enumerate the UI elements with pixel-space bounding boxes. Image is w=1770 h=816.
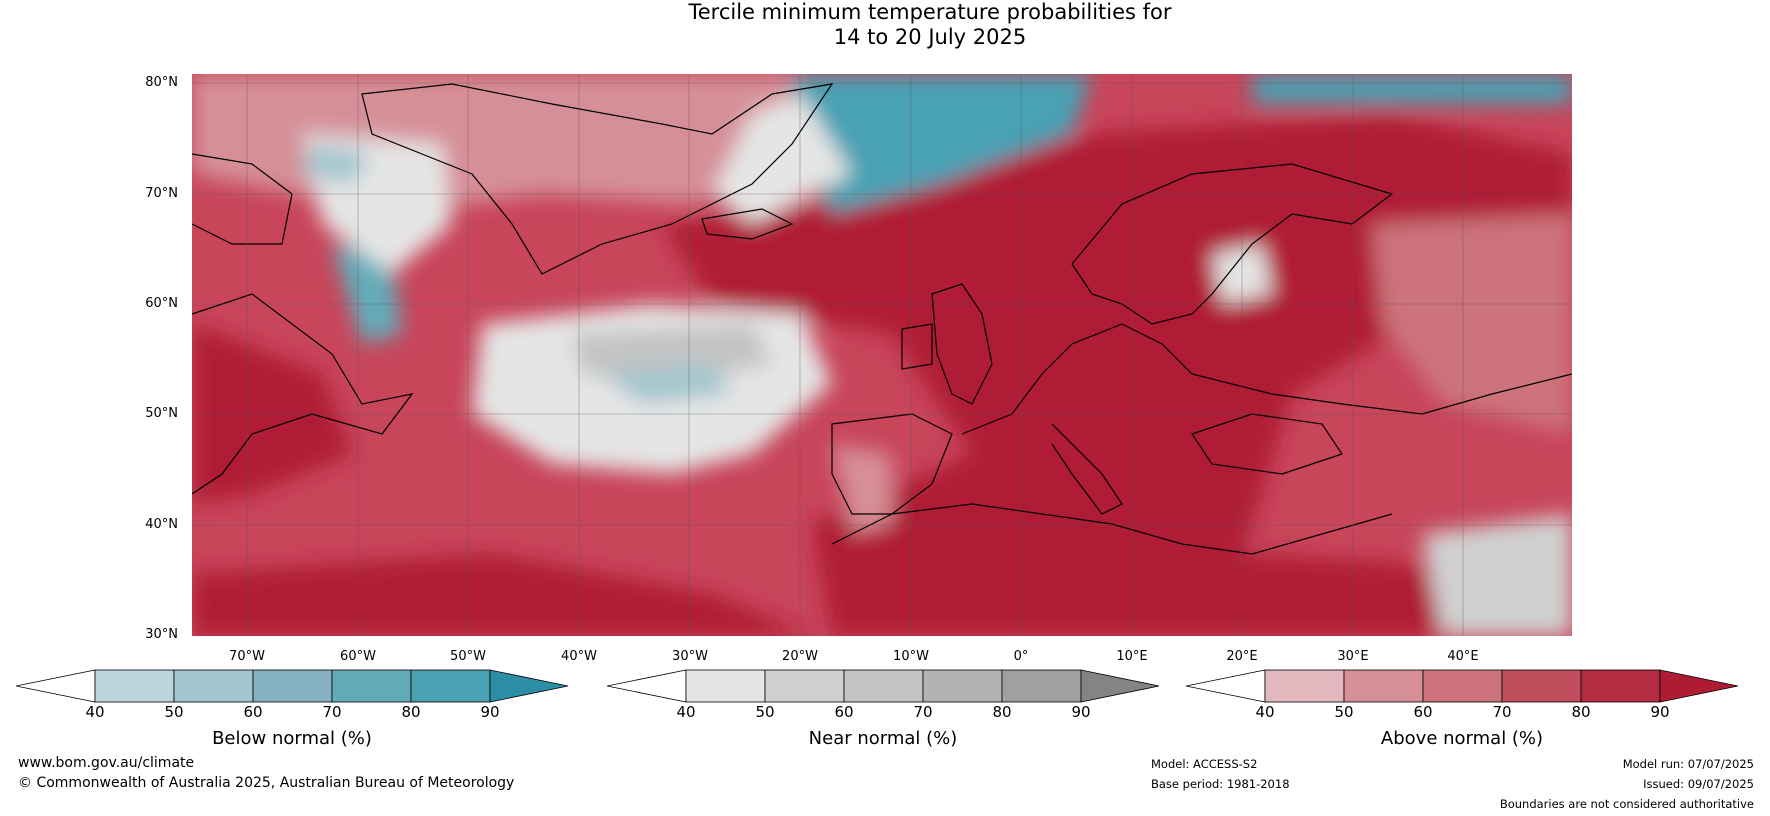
scandinavia-coast [1071, 163, 1394, 325]
colorbar-segment [94, 669, 175, 703]
colorbar-extend-low [607, 669, 687, 703]
coastlines [192, 83, 1572, 555]
title-line-1: Tercile minimum temperature probabilitie… [688, 0, 1172, 24]
colorbar-segment [922, 669, 1003, 703]
greenland-sea-white [712, 94, 852, 224]
footer-model: Model: ACCESS-S2 [1151, 757, 1258, 771]
colorbar-segment [764, 669, 845, 703]
lon-label-70w: 70°W [229, 649, 265, 664]
colorbar-tick-label: 50 [164, 703, 184, 721]
iceland-coast [701, 208, 794, 240]
lon-label-40e: 40°E [1447, 649, 1479, 664]
lat-label-80n: 80°N [145, 75, 178, 90]
lon-label-0: 0° [1013, 649, 1029, 664]
lon-label-30e: 30°E [1337, 649, 1369, 664]
lon-label-30w: 30°W [672, 649, 708, 664]
footer-copyright: © Commonwealth of Australia 2025, Austra… [18, 775, 515, 791]
colorbar-segment [1422, 669, 1503, 703]
colorbar-tick-label: 60 [243, 703, 263, 721]
colorbar-segment [1001, 669, 1082, 703]
colorbar-segment [410, 669, 491, 703]
footer-issued: Issued: 09/07/2025 [1643, 777, 1754, 791]
lon-label-40w: 40°W [561, 649, 597, 664]
probability-map [192, 74, 1572, 636]
colorbar-above-normal [1186, 669, 1738, 703]
middle-east-near [1422, 514, 1572, 636]
colorbar-segment [173, 669, 254, 703]
lon-label-10w: 10°W [893, 649, 929, 664]
iberia-coast [831, 413, 953, 515]
footer-disclaimer: Boundaries are not considered authoritat… [1499, 797, 1754, 811]
lon-label-10e: 10°E [1116, 649, 1148, 664]
below-normal-title: Below normal (%) [212, 728, 372, 749]
lat-label-60n: 60°N [145, 296, 178, 311]
colorbar-extend-high [1659, 669, 1738, 703]
footer-base-period: Base period: 1981-2018 [1151, 777, 1290, 791]
colorbar-tick-label: 60 [1413, 703, 1433, 721]
footer-website[interactable]: www.bom.gov.au/climate [18, 755, 195, 771]
southwest-above-strong [192, 554, 812, 636]
colorbar-tick-label: 60 [834, 703, 854, 721]
title-line-2: 14 to 20 July 2025 [833, 25, 1027, 49]
colorbar-tick-label: 90 [1650, 703, 1670, 721]
east-above-light [1372, 214, 1572, 434]
graticule [192, 74, 1572, 636]
near-normal-title: Near normal (%) [808, 728, 958, 749]
colorbar-tick-label: 90 [480, 703, 500, 721]
africa-coast [831, 503, 1393, 555]
colorbar-segment [1343, 669, 1424, 703]
colorbar-segment [331, 669, 412, 703]
atlantic-near-darker [572, 324, 772, 384]
lat-label-70n: 70°N [145, 186, 178, 201]
lon-label-60w: 60°W [340, 649, 376, 664]
ireland-coast [901, 323, 933, 370]
colorbar-segment [685, 669, 766, 703]
colorbar-tick-label: 50 [1334, 703, 1354, 721]
lat-label-40n: 40°N [145, 517, 178, 532]
iberia-above-light [832, 444, 892, 534]
colorbar-segment [1580, 669, 1661, 703]
colorbar-tick-label: 40 [85, 703, 105, 721]
colorbar-segment [252, 669, 333, 703]
colorbar-tick-label: 80 [992, 703, 1012, 721]
colorbar-tick-label: 40 [1255, 703, 1275, 721]
colorbar-segment [843, 669, 924, 703]
above-normal-title: Above normal (%) [1380, 728, 1544, 749]
lon-label-20e: 20°E [1226, 649, 1258, 664]
lon-label-20w: 20°W [782, 649, 818, 664]
colorbar-tick-label: 70 [913, 703, 933, 721]
atlantic-below [602, 364, 732, 404]
footer-model-run: Model run: 07/07/2025 [1622, 757, 1754, 771]
colorbar-extend-high [1080, 669, 1159, 703]
colorbar-segment [1264, 669, 1345, 703]
labrador-below [332, 244, 402, 344]
baffin-coast [192, 153, 293, 245]
colorbar-tick-label: 70 [1492, 703, 1512, 721]
greenland-coast [361, 83, 834, 275]
europe-coast [961, 323, 1572, 435]
arctic-below-east [1252, 74, 1572, 104]
colorbar-tick-label: 80 [401, 703, 421, 721]
colorbar-near-normal [607, 669, 1159, 703]
baffin-below [302, 144, 372, 184]
lon-label-50w: 50°W [450, 649, 486, 664]
colorbar-extend-high [489, 669, 568, 703]
colorbar-tick-label: 50 [755, 703, 775, 721]
greenland-sea-below [792, 74, 1092, 214]
colorbar-extend-low [16, 669, 96, 703]
colorbar-segment [1501, 669, 1582, 703]
britain-coast [931, 283, 993, 405]
map-title: Tercile minimum temperature probabilitie… [0, 0, 1770, 50]
colorbar-extend-low [1186, 669, 1266, 703]
colorbar-tick-label: 80 [1571, 703, 1591, 721]
colorbar-tick-label: 70 [322, 703, 342, 721]
colorbar-tick-label: 40 [676, 703, 696, 721]
lat-label-50n: 50°N [145, 406, 178, 421]
canada-coast [192, 293, 414, 495]
colorbar-tick-label: 90 [1071, 703, 1091, 721]
lat-label-30n: 30°N [145, 627, 178, 642]
italy-coast [1051, 423, 1123, 515]
colorbar-below-normal [16, 669, 568, 703]
